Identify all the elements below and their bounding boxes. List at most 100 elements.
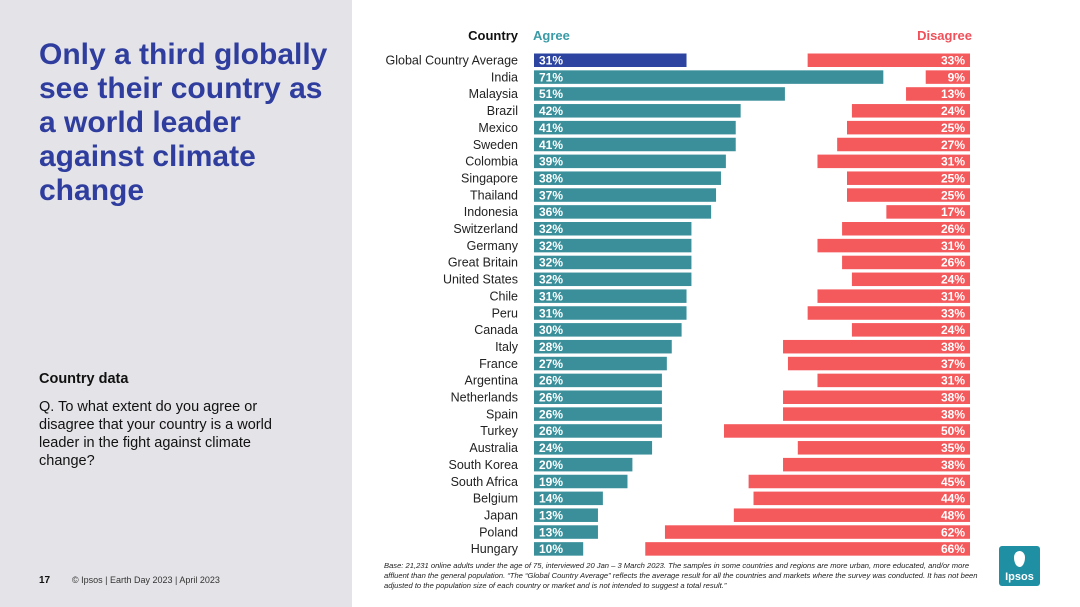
disagree-bar-canada: [851, 323, 970, 337]
category-label-indonesia: Indonesia: [464, 205, 518, 219]
category-label-global-country-average: Global Country Average: [386, 54, 519, 68]
agree-value-south-korea: 20%: [539, 458, 563, 472]
disagree-value-singapore: 25%: [941, 171, 965, 185]
agree-value-malaysia: 51%: [539, 87, 563, 101]
disagree-value-switzerland: 26%: [941, 222, 965, 236]
category-label-colombia: Colombia: [465, 155, 518, 169]
disagree-bar-australia: [797, 441, 970, 455]
ipsos-logo: Ipsos: [999, 546, 1040, 586]
agree-value-great-britain: 32%: [539, 256, 563, 270]
disagree-bar-hungary: [645, 542, 970, 556]
disagree-value-thailand: 25%: [941, 188, 965, 202]
disagree-value-canada: 24%: [941, 323, 965, 337]
category-label-mexico: Mexico: [478, 121, 518, 135]
disagree-bar-italy: [783, 339, 970, 354]
disagree-value-united-states: 24%: [941, 273, 965, 287]
agree-value-germany: 32%: [539, 239, 563, 253]
disagree-bar-colombia: [817, 154, 970, 169]
disagree-bar-global-country-average: [807, 53, 970, 67]
disagree-value-global-country-average: 33%: [941, 54, 965, 68]
category-label-malaysia: Malaysia: [469, 87, 518, 101]
page-title: Only a third globally see their country …: [39, 38, 328, 207]
category-label-poland: Poland: [479, 525, 518, 539]
agree-bar-great-britain: [534, 255, 692, 270]
agree-value-turkey: 26%: [539, 424, 563, 438]
agree-value-colombia: 39%: [539, 155, 563, 169]
agree-bar-mexico: [534, 120, 736, 135]
disagree-bar-malaysia: [906, 87, 970, 101]
agree-bar-japan: [534, 508, 598, 522]
footer-text: © Ipsos | Earth Day 2023 | April 2023: [72, 575, 220, 585]
disagree-value-chile: 31%: [941, 289, 965, 303]
agree-value-poland: 13%: [539, 525, 563, 539]
agree-value-spain: 26%: [539, 407, 563, 421]
disagree-bar-spain: [783, 407, 970, 421]
header-disagree: Disagree: [917, 28, 972, 43]
agree-value-italy: 28%: [539, 340, 563, 354]
disagree-bar-indonesia: [886, 205, 970, 219]
agree-bar-brazil: [534, 104, 741, 118]
disagree-value-poland: 62%: [941, 525, 965, 539]
category-label-great-britain: Great Britain: [448, 256, 518, 270]
disagree-bar-france: [787, 356, 970, 371]
category-label-spain: Spain: [486, 407, 518, 421]
disagree-value-italy: 38%: [941, 340, 965, 354]
disagree-value-malaysia: 13%: [941, 87, 965, 101]
category-label-singapore: Singapore: [461, 171, 518, 185]
disagree-value-netherlands: 38%: [941, 391, 965, 405]
disagree-value-colombia: 31%: [941, 155, 965, 169]
agree-bar-global-country-average: [534, 53, 687, 67]
disagree-value-france: 37%: [941, 357, 965, 371]
agree-bar-colombia: [534, 154, 726, 169]
disagree-value-india: 9%: [948, 70, 966, 84]
disagree-value-south-africa: 45%: [941, 475, 965, 489]
disagree-bar-united-states: [851, 272, 970, 287]
category-label-thailand: Thailand: [470, 188, 518, 202]
category-label-belgium: Belgium: [473, 492, 518, 506]
country-data-heading: Country data: [39, 371, 129, 387]
agree-value-france: 27%: [539, 357, 563, 371]
agree-value-netherlands: 26%: [539, 391, 563, 405]
agree-bar-belgium: [534, 491, 603, 506]
category-label-south-korea: South Korea: [449, 458, 519, 472]
agree-bar-spain: [534, 407, 662, 421]
disagree-bar-south-korea: [783, 457, 970, 472]
page-number: 17: [39, 575, 51, 586]
category-label-italy: Italy: [495, 340, 519, 354]
disagree-value-south-korea: 38%: [941, 458, 965, 472]
agree-value-south-africa: 19%: [539, 475, 563, 489]
disagree-bar-argentina: [817, 373, 970, 388]
category-label-japan: Japan: [484, 508, 518, 522]
agree-value-belgium: 14%: [539, 492, 563, 506]
disagree-value-germany: 31%: [941, 239, 965, 253]
category-label-canada: Canada: [474, 323, 518, 337]
disagree-value-hungary: 66%: [941, 542, 965, 556]
header-agree: Agree: [533, 28, 570, 43]
category-label-chile: Chile: [490, 289, 519, 303]
disagree-bar-peru: [807, 306, 970, 320]
disagree-value-belgium: 44%: [941, 492, 965, 506]
agree-value-united-states: 32%: [539, 273, 563, 287]
ipsos-logo-mark: [1014, 551, 1025, 567]
disagree-bar-turkey: [724, 424, 970, 438]
disagree-bar-poland: [664, 525, 970, 539]
category-label-netherlands: Netherlands: [451, 391, 518, 405]
agree-value-peru: 31%: [539, 306, 563, 320]
category-label-peru: Peru: [492, 306, 518, 320]
category-label-switzerland: Switzerland: [453, 222, 518, 236]
disagree-bar-belgium: [753, 491, 970, 506]
agree-bar-france: [534, 356, 667, 371]
disagree-value-mexico: 25%: [941, 121, 965, 135]
agree-value-switzerland: 32%: [539, 222, 563, 236]
header-country: Country: [468, 28, 519, 43]
agree-bar-poland: [534, 525, 598, 539]
agree-bar-singapore: [534, 171, 721, 185]
disagree-bar-sweden: [837, 137, 970, 152]
disagree-value-argentina: 31%: [941, 374, 965, 388]
diverging-bar-chart: Country Agree Disagree Global Country Av…: [386, 28, 973, 556]
disagree-value-sweden: 27%: [941, 138, 965, 152]
agree-value-brazil: 42%: [539, 104, 563, 118]
agree-bar-argentina: [534, 373, 662, 388]
agree-value-india: 71%: [539, 70, 563, 84]
agree-value-sweden: 41%: [539, 138, 563, 152]
